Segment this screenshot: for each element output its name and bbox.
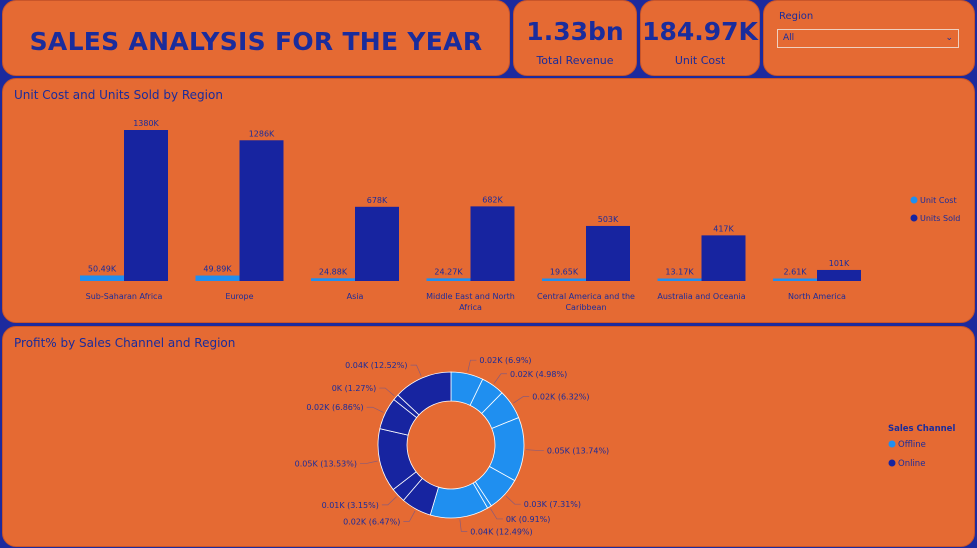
bar-units-sold (817, 269, 861, 281)
data-label: 1286K (249, 129, 275, 138)
data-label: 24.27K (434, 267, 463, 276)
data-label: 49.89K (203, 265, 232, 274)
leader-line (493, 373, 507, 384)
region-dropdown[interactable]: All ⌄ (777, 29, 959, 48)
kpi-card-unit-cost: 184.97K Unit Cost (640, 0, 760, 76)
data-label: 50.49K (88, 264, 117, 273)
category-label: Sub-Saharan Africa (86, 292, 163, 301)
category-label: Africa (459, 303, 482, 312)
bar-units-sold (239, 140, 284, 281)
legend-label: Unit Cost (920, 196, 957, 205)
bar-units-sold (701, 235, 746, 281)
region-slicer: Region All ⌄ (763, 0, 975, 76)
data-label: 2.61K (783, 268, 807, 277)
leader-line (513, 396, 530, 404)
slice-label: 0.02K (4.98%) (510, 370, 567, 379)
leader-line (360, 460, 378, 464)
category-label: North America (788, 292, 846, 301)
slice-label: 0.04K (12.49%) (470, 527, 532, 536)
bar-chart: 50.49K 1380K Sub-Saharan Africa 49.89K 1286K… (80, 119, 960, 312)
data-label: 19.65K (550, 268, 579, 277)
leader-line (525, 449, 544, 451)
legend-marker (888, 440, 896, 448)
data-label: 13.17K (665, 268, 694, 277)
donut-slice (397, 371, 452, 416)
leader-line (379, 387, 395, 397)
bar-unit-cost (426, 278, 471, 281)
kpi-value: 184.97K (642, 17, 758, 46)
data-label: 101K (829, 259, 850, 268)
bar-unit-cost (311, 278, 355, 281)
legend-label: Units Sold (920, 214, 960, 223)
slice-label: 0.02K (6.32%) (532, 393, 589, 402)
bar-unit-cost (773, 278, 817, 281)
leader-line (459, 519, 468, 532)
slice-label: 0.04K (12.52%) (345, 361, 407, 370)
slice-label: 0.05K (13.53%) (295, 460, 357, 469)
slice-label: 0.02K (6.86%) (306, 403, 363, 412)
slice-label: 0K (0.91%) (506, 515, 551, 524)
data-label: 1380K (133, 119, 159, 128)
bar-unit-cost (195, 275, 240, 281)
dropdown-value: All (783, 33, 795, 43)
bar-unit-cost (80, 275, 124, 281)
category-label: Australia and Oceania (657, 292, 745, 301)
bar-unit-cost (657, 278, 702, 281)
legend-marker (910, 196, 918, 204)
data-label: 24.88K (319, 267, 348, 276)
donut-chart-card: Profit% by Sales Channel and Region 0.02… (2, 326, 975, 547)
legend-marker (888, 459, 896, 467)
bar-units-sold (470, 206, 515, 281)
title-card: SALES ANALYSIS FOR THE YEAR (2, 0, 510, 76)
leader-line (410, 364, 422, 377)
slicer-title: Region (779, 11, 814, 22)
leader-line (490, 508, 503, 520)
data-label: 417K (713, 224, 734, 233)
kpi-value: 1.33bn (526, 17, 624, 46)
bar-units-sold (355, 206, 399, 281)
legend-marker (910, 214, 918, 222)
slice-label: 0.03K (7.31%) (524, 500, 581, 509)
page-title: SALES ANALYSIS FOR THE YEAR (29, 27, 483, 56)
chart-title: Unit Cost and Units Sold by Region (14, 88, 223, 102)
slice-label: 0.01K (3.15%) (322, 501, 379, 510)
bar-units-sold (124, 130, 168, 281)
kpi-label: Total Revenue (536, 54, 614, 67)
data-label: 682K (482, 195, 503, 204)
legend-title: Sales Channel (888, 424, 955, 434)
category-label: Europe (225, 292, 253, 301)
category-label: Caribbean (565, 303, 606, 312)
data-label: 503K (598, 215, 619, 224)
leader-line (403, 510, 416, 522)
bar-unit-cost (542, 278, 586, 281)
slice-label: 0.02K (6.47%) (343, 517, 400, 526)
bar-units-sold (586, 225, 630, 281)
leader-line (505, 495, 521, 505)
donut-chart: 0.02K (6.9%) 0.02K (4.98%) 0.02K (6.32%) 0.… (295, 356, 956, 536)
slice-label: 0.05K (13.74%) (547, 446, 609, 455)
leader-line (366, 406, 384, 413)
chevron-down-icon: ⌄ (945, 33, 953, 43)
legend-label: Offline (898, 440, 926, 450)
legend-label: Online (898, 459, 925, 469)
category-label: Central America and the (537, 292, 635, 301)
bar-chart-card: Unit Cost and Units Sold by Region 50.49… (2, 78, 975, 323)
data-label: 678K (367, 196, 388, 205)
category-label: Asia (347, 292, 364, 301)
leader-line (381, 496, 397, 506)
category-label: Middle East and North (426, 292, 515, 301)
chart-title: Profit% by Sales Channel and Region (14, 336, 236, 350)
kpi-label: Unit Cost (674, 54, 726, 67)
slice-label: 0K (1.27%) (332, 384, 377, 393)
leader-line (467, 359, 477, 372)
kpi-card-total-revenue: 1.33bn Total Revenue (513, 0, 637, 76)
slice-label: 0.02K (6.9%) (479, 356, 531, 365)
